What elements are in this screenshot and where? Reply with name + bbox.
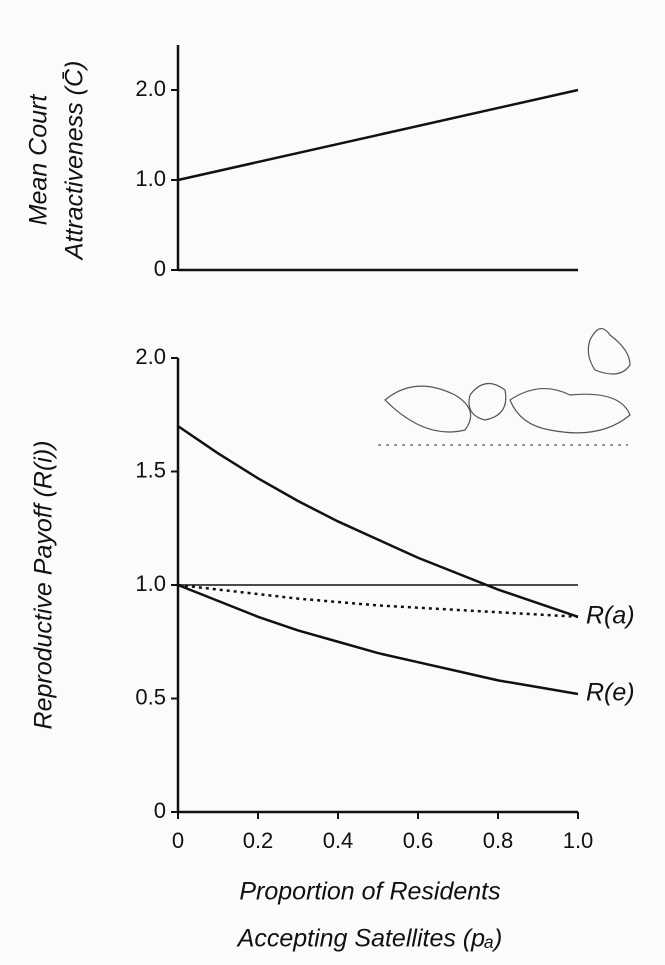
series-line (178, 426, 578, 617)
x-axis-label: Proportion of Residents (239, 878, 500, 906)
figure: 0 1.0 2.0 Mean Court Attractiveness (C̄) 0 0.5… (0, 0, 665, 965)
y-tick-label: 0 (154, 798, 166, 823)
y-tick-label: 0.5 (135, 684, 166, 709)
y-axis-label: Reproductive Payoff (R(i)) (30, 441, 58, 730)
y-tick-label: 2.0 (135, 344, 166, 369)
series-line (178, 585, 578, 694)
series-line (178, 90, 578, 180)
y-tick-label: 1.5 (135, 457, 166, 482)
x-tick-label: 0.6 (403, 828, 434, 853)
bird-sketch (378, 329, 630, 445)
y-tick-label: 1.0 (135, 166, 166, 191)
series-label: R(a) (586, 601, 635, 629)
x-tick-label: 1.0 (563, 828, 594, 853)
x-tick-label: 0 (172, 828, 184, 853)
y-tick-label: 0 (154, 256, 166, 281)
x-axis-label: Accepting Satellites (pₐ) (236, 925, 503, 953)
y-tick-label: 2.0 (135, 76, 166, 101)
y-tick-label: 1.0 (135, 571, 166, 596)
x-tick-label: 0.4 (323, 828, 354, 853)
y-axis-label: Attractiveness (C̄) (61, 61, 89, 262)
x-tick-label: 0.2 (243, 828, 274, 853)
series-label: R(e) (586, 679, 635, 707)
series-line (178, 585, 578, 617)
x-tick-label: 0.8 (483, 828, 514, 853)
y-axis-label: Mean Court (25, 94, 53, 226)
page: 0 1.0 2.0 Mean Court Attractiveness (C̄) 0 0.5… (0, 0, 665, 965)
